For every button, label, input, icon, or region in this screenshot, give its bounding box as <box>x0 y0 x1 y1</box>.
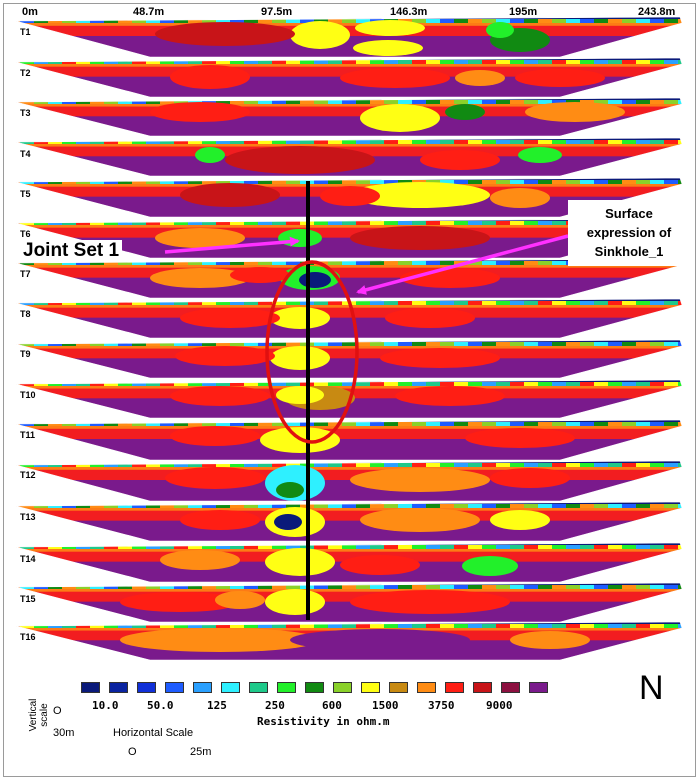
profile-label-t5: T5 <box>20 189 31 199</box>
profile-label-t8: T8 <box>20 309 31 319</box>
legend-value-125: 125 <box>207 699 227 712</box>
legend-swatch-3 <box>137 682 156 693</box>
legend-swatch-6 <box>221 682 240 693</box>
profile-label-t9: T9 <box>20 349 31 359</box>
legend-value-1500: 1500 <box>372 699 399 712</box>
legend-swatch-10 <box>333 682 352 693</box>
profile-label-t3: T3 <box>20 108 31 118</box>
profile-label-t12: T12 <box>20 470 36 480</box>
legend-swatch-16 <box>501 682 520 693</box>
vertical-scale-title: Vertical scale <box>28 698 50 732</box>
profile-t10 <box>15 379 683 419</box>
legend-swatch-8 <box>277 682 296 693</box>
profile-label-t6: T6 <box>20 229 31 239</box>
profile-label-t13: T13 <box>20 512 36 522</box>
profile-label-t7: T7 <box>20 269 31 279</box>
vertical-scale-bottom: 30m <box>53 727 75 739</box>
legend-swatch-11 <box>361 682 380 693</box>
profile-label-t11: T11 <box>20 430 36 440</box>
profile-label-t15: T15 <box>20 594 36 604</box>
profile-label-t14: T14 <box>20 554 36 564</box>
sinkhole-ellipse <box>265 260 359 444</box>
sinkhole-label-box <box>568 200 690 266</box>
legend-value-9000: 9000 <box>486 699 513 712</box>
sinkhole-label-line-1: Surface <box>605 206 653 221</box>
horizontal-scale-title: Horizontal Scale <box>113 727 194 739</box>
profile-t2 <box>15 57 683 98</box>
legend-swatch-13 <box>417 682 436 693</box>
legend-swatch-17 <box>529 682 548 693</box>
legend-panel <box>11 662 687 772</box>
profile-t12 <box>15 460 683 502</box>
profile-t3 <box>15 97 683 137</box>
profile-t6 <box>15 218 683 259</box>
legend-swatch-5 <box>193 682 212 693</box>
profile-t13 <box>15 501 683 542</box>
horizontal-scale-start: O <box>128 746 137 758</box>
sinkhole-label-line-3: Sinkhole_1 <box>594 244 664 259</box>
distance-label-0: 0m <box>22 6 38 18</box>
legend-value-600: 600 <box>322 699 342 712</box>
profile-t15 <box>15 582 683 623</box>
north-label: N <box>639 669 664 707</box>
profile-label-t4: T4 <box>20 149 31 159</box>
profile-label-t1: T1 <box>20 27 31 37</box>
profile-label-t10: T10 <box>20 390 36 400</box>
profile-t9 <box>15 339 683 379</box>
horizontal-scale-end: 25m <box>190 746 212 758</box>
distance-label-5: 243.8m <box>638 6 676 18</box>
legend-value-10: 10.0 <box>92 699 119 712</box>
profile-t4 <box>15 137 683 177</box>
vertical-scale-top: O <box>53 705 62 717</box>
legend-value-250: 250 <box>265 699 285 712</box>
legend-value-3750: 3750 <box>428 699 455 712</box>
joint-set-label: Joint Set 1 <box>20 240 123 262</box>
legend-value-50: 50.0 <box>147 699 174 712</box>
profile-t16 <box>15 621 683 661</box>
legend-swatch-1 <box>81 682 100 693</box>
legend-swatch-14 <box>445 682 464 693</box>
profile-t1 <box>15 16 683 58</box>
profile-t11 <box>15 419 683 461</box>
joint-set-arrow <box>164 236 300 254</box>
resistivity-title: Resistivity in ohm.m <box>257 715 390 728</box>
legend-swatch-9 <box>305 682 324 693</box>
sinkhole-label-line-2: expression of <box>586 225 672 240</box>
legend-swatch-15 <box>473 682 492 693</box>
profile-label-t16: T16 <box>20 632 36 642</box>
legend-swatch-4 <box>165 682 184 693</box>
sinkhole-arrow <box>356 234 569 295</box>
distance-label-4: 195m <box>509 6 538 18</box>
distance-label-1: 48.7m <box>133 6 165 18</box>
distance-label-2: 97.5m <box>261 6 293 18</box>
profile-t14 <box>15 542 683 583</box>
distance-label-3: 146.3m <box>390 6 428 18</box>
profile-label-t2: T2 <box>20 68 31 78</box>
legend-swatch-12 <box>389 682 408 693</box>
legend-swatch-2 <box>109 682 128 693</box>
legend-swatch-7 <box>249 682 268 693</box>
